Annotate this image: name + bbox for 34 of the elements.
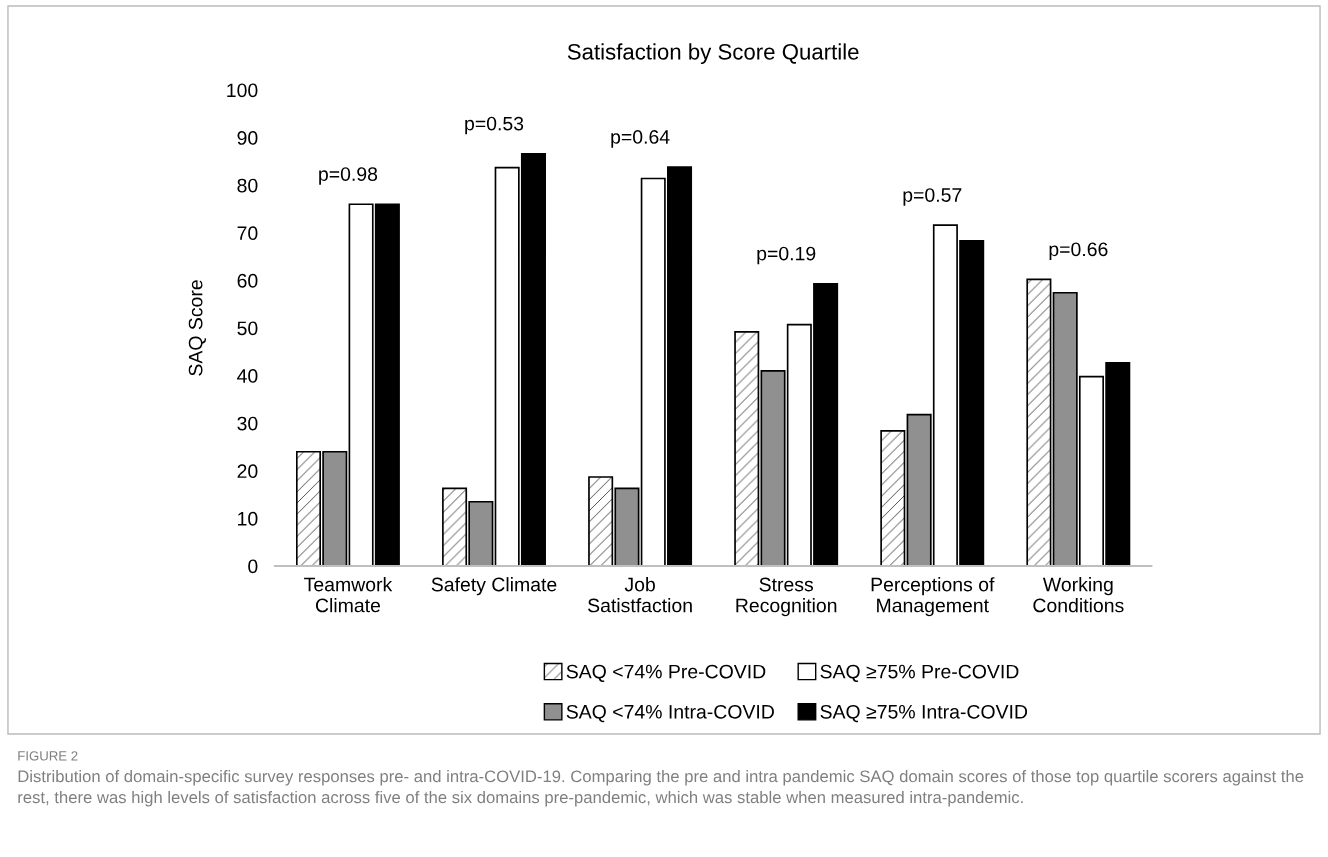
y-tick-label: 50: [237, 321, 258, 336]
x-tick-label: Working Conditions: [1033, 577, 1124, 613]
x-tick-label: Perceptions of Management: [871, 577, 995, 617]
y-tick-label: 10: [238, 511, 258, 526]
annotation: p=0.53: [465, 116, 524, 135]
y-tick-label: 70: [237, 226, 258, 241]
annotation: p=0.19: [757, 246, 816, 265]
y-tick-label: 60: [237, 273, 258, 288]
bar: [880, 429, 906, 566]
y-axis-title: SAQ Score: [188, 280, 206, 376]
y-tick-label: 90: [237, 131, 258, 145]
text: Distribution of domain-specific survey responses pre- and intra-COVID-19. Comparing the pre and intra pandemic SAQ domain scores of those top quartile scorers against the rest, there was high levels of satisfaction across five of the six domains pre-pandemic, which was stable when measured intra-pandemic.: [18, 770, 1304, 807]
annotation: p=0.57: [903, 188, 962, 206]
x-tick-label: Teamwork Climate: [304, 577, 393, 613]
y-tick-label: 100: [227, 83, 258, 98]
annotation: p=0.98: [319, 167, 378, 185]
annotation: p=0.66: [1049, 242, 1108, 260]
x-tick-label: Job Satistfaction: [588, 577, 692, 613]
y-tick-label: 30: [237, 416, 258, 431]
chart-title: Satisfaction by Score Quartile: [567, 43, 859, 65]
bar: [734, 330, 760, 566]
caption: FIGURE 2: [18, 751, 78, 761]
legend-label: SAQ ≥75% Intra-COVID: [820, 704, 1028, 723]
y-tick-label: 40: [237, 369, 258, 383]
legend-label: SAQ ≥75% Pre-COVID: [820, 664, 1019, 682]
bar: [1026, 278, 1052, 566]
annotation: p=0.64: [611, 130, 670, 148]
y-tick-label: 0: [248, 559, 258, 574]
legend-label: SAQ <74% Pre-COVID: [566, 664, 766, 682]
legend-label: SAQ <74% Intra-COVID: [566, 704, 774, 723]
y-tick-label: 20: [237, 464, 258, 479]
y-tick-label: 80: [237, 178, 258, 193]
x-tick-label: Safety Climate: [431, 577, 557, 596]
x-tick-label: Stress Recognition: [736, 577, 837, 617]
